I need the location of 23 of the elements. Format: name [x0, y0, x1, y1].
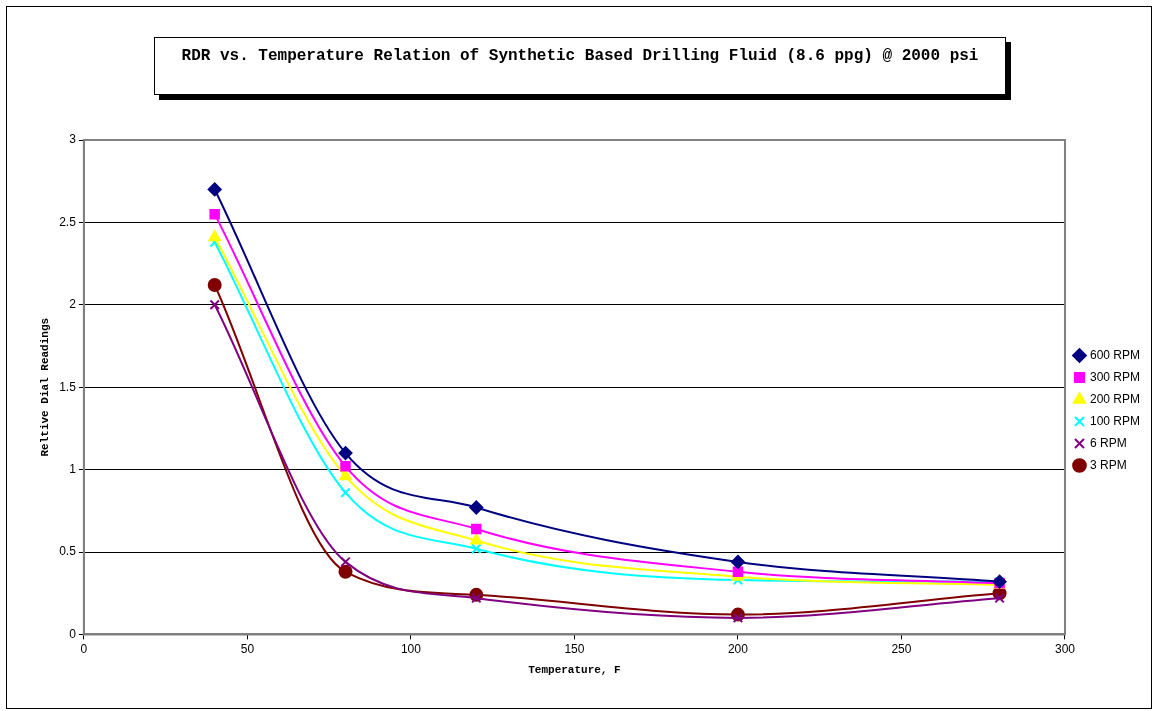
- y-tick-label: 1.5: [59, 379, 77, 394]
- legend-label: 600 RPM: [1089, 347, 1141, 362]
- x-tick-label: 50: [240, 641, 255, 656]
- legend-label: 100 RPM: [1089, 413, 1141, 428]
- x-axis-title: Temperature, F: [528, 664, 621, 677]
- x-tick-label: 200: [727, 641, 749, 656]
- x-tick-label: 0: [80, 641, 88, 656]
- legend-label: 6 RPM: [1089, 435, 1127, 450]
- x-tick-label: 300: [1054, 641, 1076, 656]
- y-tick-label: 0: [69, 626, 77, 641]
- y-tick-label: 0.5: [59, 544, 77, 559]
- y-tick-label: 2: [69, 297, 77, 312]
- legend-label: 3 RPM: [1089, 457, 1127, 472]
- y-tick-label: 2.5: [59, 214, 77, 229]
- legend-label: 300 RPM: [1089, 369, 1141, 384]
- y-tick-label: 3: [69, 132, 77, 147]
- y-axis-title: Reltive Dial Readings: [39, 317, 52, 457]
- chart-title: RDR vs. Temperature Relation of Synthetic Based Drilling Fluid (8.6 ppg) @ 2000 psi: [154, 37, 1006, 95]
- x-tick-label: 250: [891, 641, 912, 656]
- x-tick-label: 150: [564, 641, 585, 656]
- y-tick-label: 1: [69, 461, 77, 476]
- x-tick-label: 100: [400, 641, 422, 656]
- legend-label: 200 RPM: [1089, 391, 1141, 406]
